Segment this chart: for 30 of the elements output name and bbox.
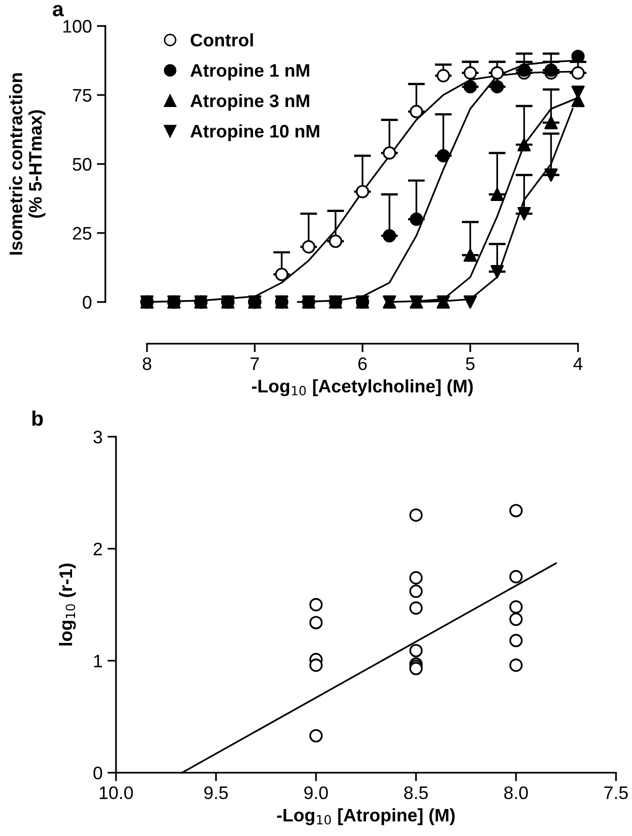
y-axis-title: Isometric contraction (% 5-HTmax) (9, 73, 46, 255)
x-tick-label: 7 (250, 358, 259, 370)
y-tick-label: 1 (94, 654, 102, 668)
y-tick-label: 50 (72, 158, 92, 171)
y-tick-label: 25 (72, 226, 92, 240)
y-tick-label: 0 (93, 766, 102, 780)
x-axis-title: -Log$_{10}$ [Acetylcholine] (M) (252, 379, 473, 396)
text: b (32, 410, 43, 426)
y-axis-title: log$_{10}$ (r-1) (58, 564, 76, 646)
x-tick-label: 9.0 (304, 786, 328, 800)
y-tick-label: 3 (93, 430, 102, 444)
y-tick-label: 2 (94, 542, 102, 556)
legend-label: Atropine 1 nM (190, 64, 310, 80)
y-tick-label: 100 (63, 20, 92, 33)
x-tick-label: 8.5 (404, 786, 428, 800)
x-tick-label: 8.0 (504, 786, 528, 800)
legend-label: Atropine 10 nM (190, 124, 320, 142)
x-tick-label: 5 (466, 358, 475, 370)
x-tick-label: 10.0 (100, 786, 133, 800)
x-axis-title: -Log$_{10}$ [Atropine] (M) (277, 808, 455, 826)
x-tick-label: 7.5 (604, 786, 628, 800)
legend-label: Control (190, 33, 253, 46)
x-tick-label: 4 (573, 358, 582, 370)
y-tick-label: 0 (82, 296, 92, 309)
text: a (52, 4, 64, 16)
y-tick-label: 75 (72, 89, 92, 102)
legend-label: Atropine 3 nM (190, 94, 310, 111)
x-tick-label: 6 (358, 357, 367, 370)
x-tick-label: 8 (142, 357, 152, 370)
x-tick-label: 9.5 (204, 786, 228, 800)
